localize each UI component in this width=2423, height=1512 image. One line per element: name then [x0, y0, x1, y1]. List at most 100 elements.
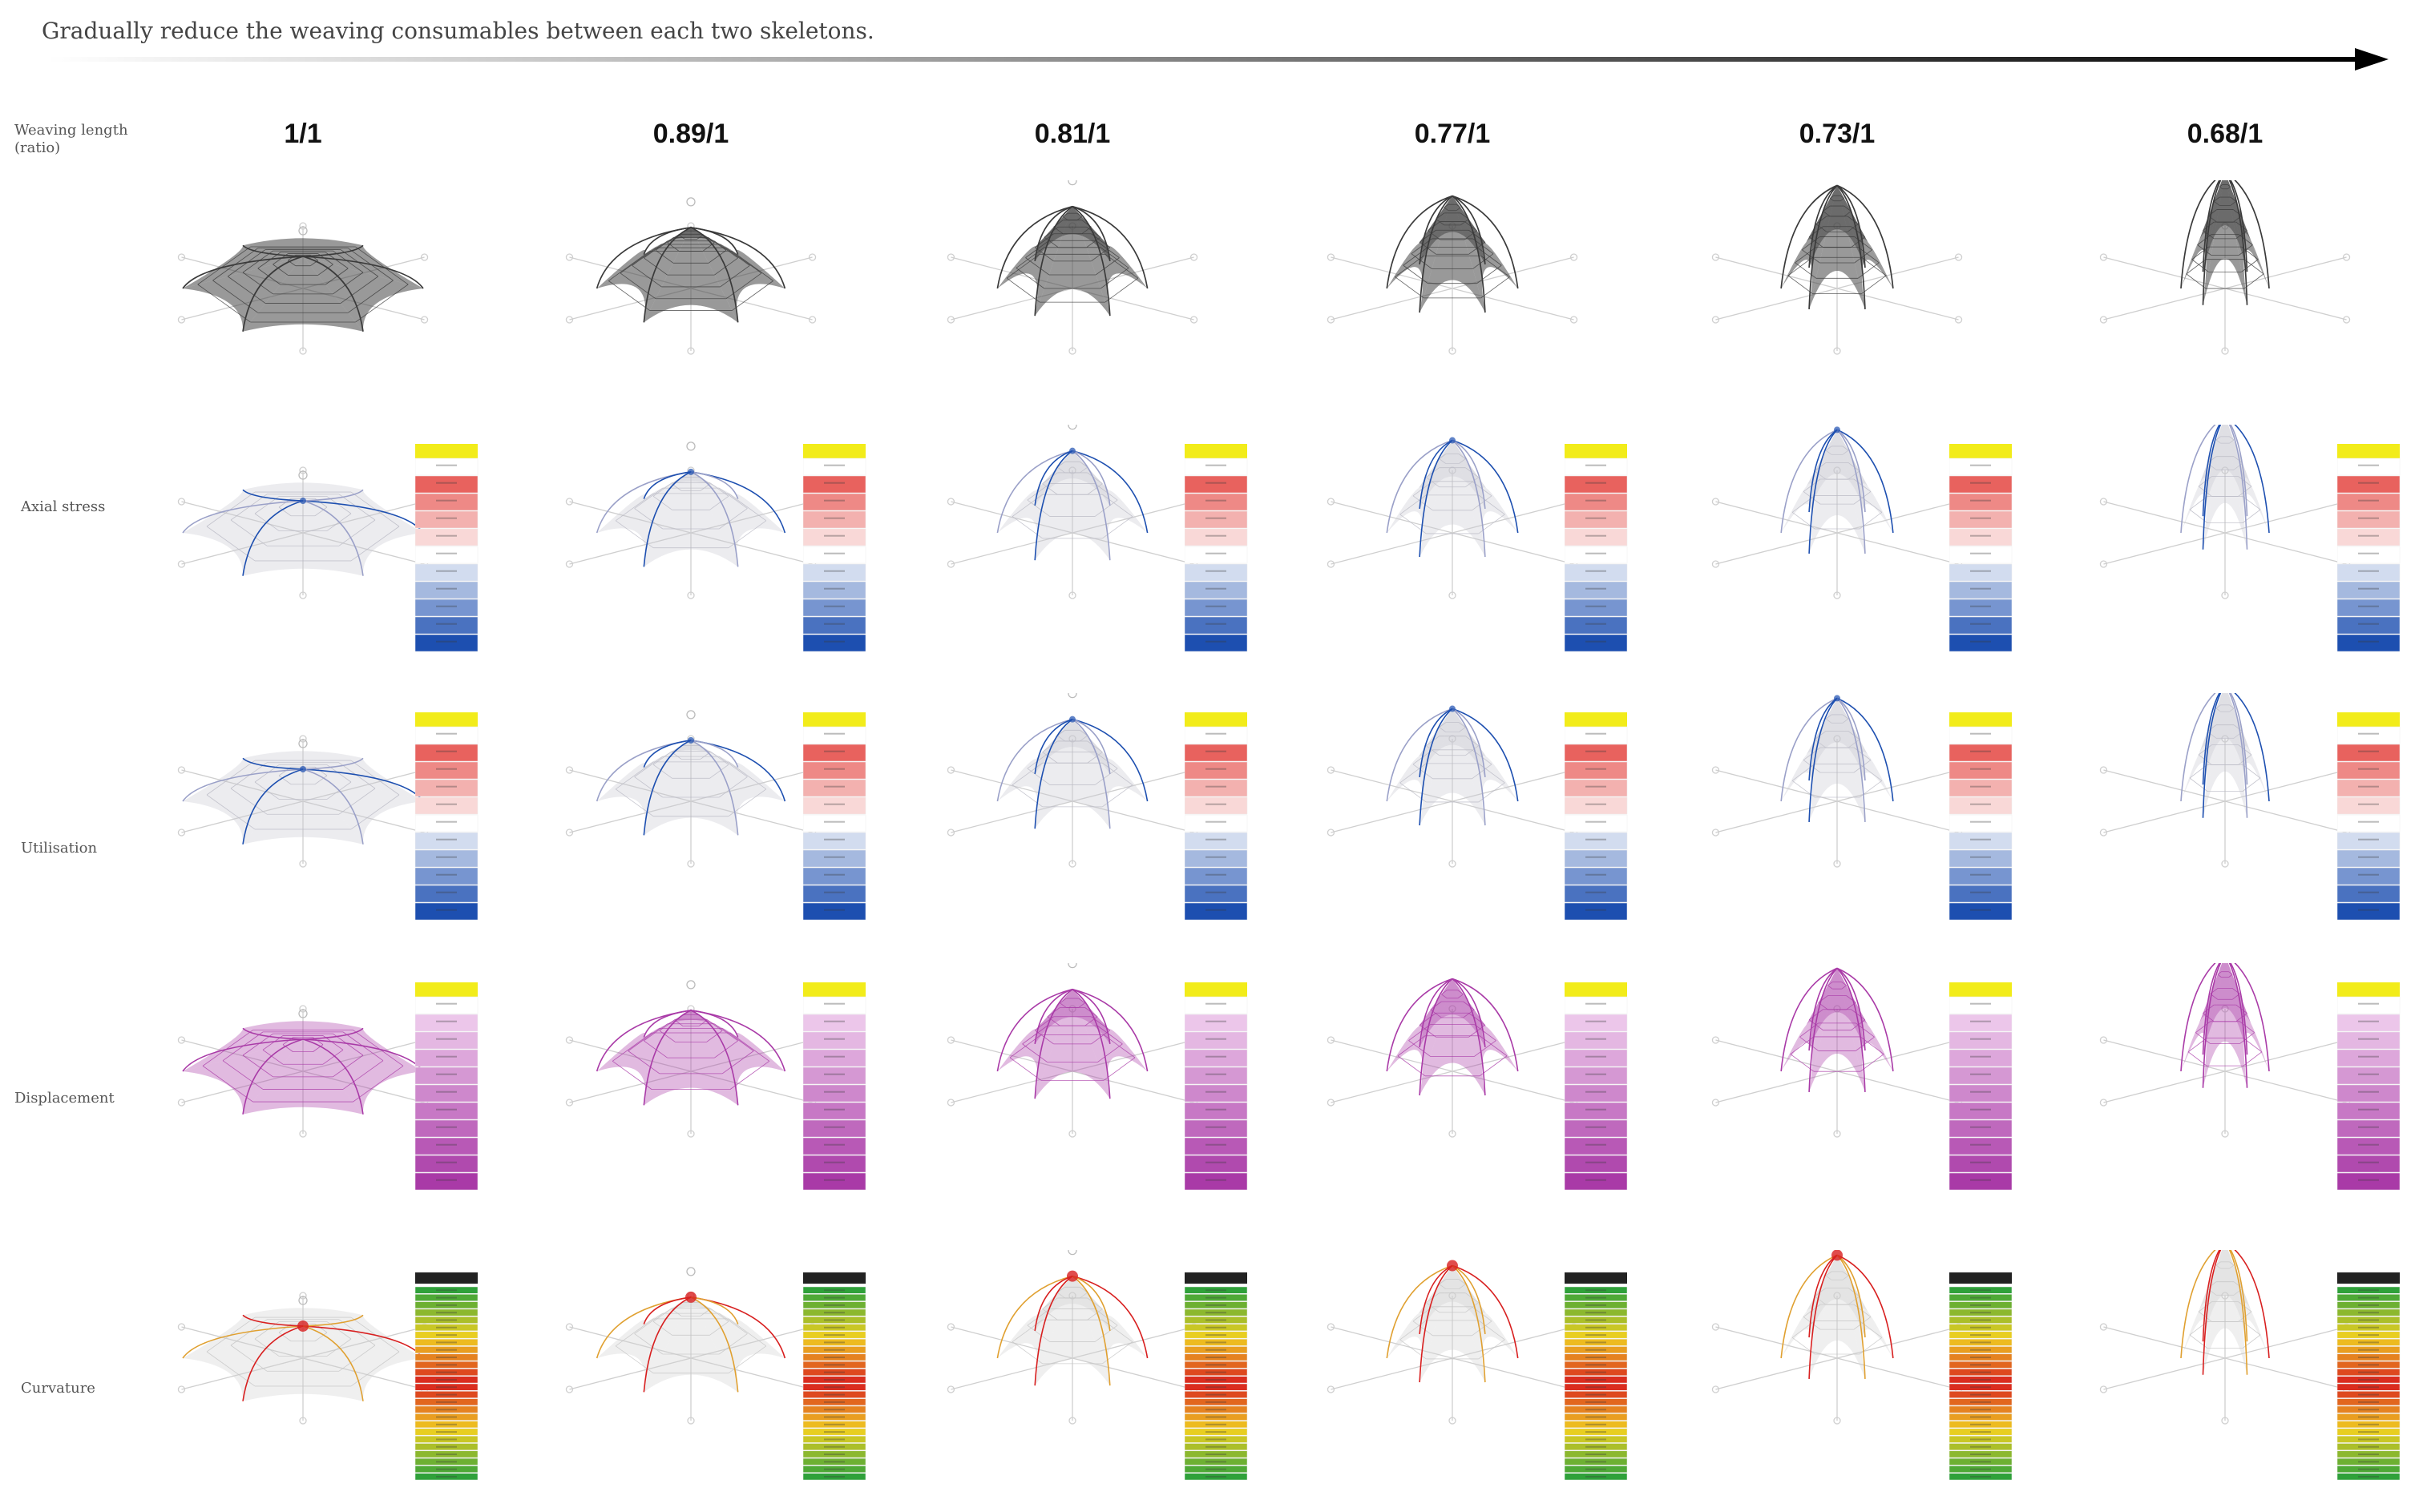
util-shape-2 — [947, 693, 1198, 868]
axial-shape-2 — [947, 425, 1198, 599]
axial-legend-1 — [803, 444, 867, 660]
disp-legend-scale-3 — [1565, 982, 1628, 1191]
util-legend-1 — [803, 712, 867, 929]
curv-legend-2 — [1185, 1272, 1249, 1489]
curv-model-0 — [143, 1250, 463, 1458]
form-shape-5 — [2099, 180, 2351, 355]
curv-legend-5 — [2337, 1272, 2401, 1489]
column-ratio-1: 0.89/1 — [652, 119, 729, 149]
axial-model-3 — [1292, 425, 1613, 633]
util-legend-scale-4 — [1949, 712, 2013, 921]
util-legend-scale-5 — [2337, 712, 2401, 921]
curv-shape-1 — [565, 1267, 817, 1425]
curv-legend-scale-1 — [803, 1272, 866, 1481]
header-caption: Gradually reduce the weaving consumables… — [42, 18, 874, 44]
util-legend-4 — [1949, 712, 2013, 929]
form-shape-4 — [1711, 184, 1963, 355]
disp-model-3 — [1292, 963, 1613, 1171]
util-legend-scale-1 — [803, 712, 866, 921]
axial-legend-scale-3 — [1565, 444, 1628, 652]
util-legend-3 — [1565, 712, 1629, 929]
util-model-3 — [1292, 693, 1613, 901]
disp-legend-scale-1 — [803, 982, 866, 1191]
curv-model-2 — [912, 1250, 1233, 1458]
form-model-5 — [2065, 180, 2385, 389]
column-ratio-5: 0.68/1 — [2187, 119, 2263, 149]
disp-legend-scale-5 — [2337, 982, 2401, 1191]
disp-shape-1 — [565, 980, 817, 1138]
form-model-4 — [1677, 180, 1997, 389]
util-model-0 — [143, 693, 463, 901]
disp-legend-2 — [1185, 982, 1249, 1199]
util-shape-5 — [2099, 693, 2351, 868]
form-model-3 — [1292, 180, 1613, 389]
form-model-2 — [912, 180, 1233, 389]
util-legend-scale-2 — [1185, 712, 1248, 921]
curv-model-4 — [1677, 1250, 1997, 1458]
curv-legend-0 — [415, 1272, 479, 1489]
curv-shape-3 — [1327, 1260, 1578, 1425]
row-label-displacement: Displacement — [14, 1090, 115, 1107]
disp-model-4 — [1677, 963, 1997, 1171]
disp-legend-scale-4 — [1949, 982, 2013, 1191]
disp-shape-5 — [2099, 963, 2351, 1138]
disp-model-2 — [912, 963, 1233, 1171]
curv-shape-5 — [2099, 1250, 2351, 1425]
curv-shape-2 — [947, 1250, 1198, 1425]
disp-model-0 — [143, 963, 463, 1171]
util-model-4 — [1677, 693, 1997, 901]
form-shape-0 — [177, 222, 429, 355]
disp-shape-0 — [177, 1005, 429, 1138]
curv-model-5 — [2065, 1250, 2385, 1458]
axial-model-4 — [1677, 425, 1997, 633]
curv-legend-scale-0 — [415, 1272, 479, 1481]
row-label-weaving-length: Weaving length (ratio) — [14, 122, 128, 157]
util-shape-0 — [177, 735, 429, 868]
axial-legend-scale-1 — [803, 444, 866, 652]
curv-legend-scale-4 — [1949, 1272, 2013, 1481]
curv-legend-scale-3 — [1565, 1272, 1628, 1481]
axial-legend-scale-4 — [1949, 444, 2013, 652]
util-legend-2 — [1185, 712, 1249, 929]
curv-model-3 — [1292, 1250, 1613, 1458]
axial-legend-3 — [1565, 444, 1629, 660]
axial-model-0 — [143, 425, 463, 633]
ratio-label: (ratio) — [14, 139, 61, 156]
axial-shape-0 — [177, 466, 429, 599]
column-ratio-0: 1/1 — [284, 119, 322, 149]
curv-model-1 — [531, 1250, 851, 1458]
util-shape-3 — [1327, 705, 1578, 868]
util-model-5 — [2065, 693, 2385, 901]
curv-shape-4 — [1711, 1250, 1963, 1425]
column-ratio-2: 0.81/1 — [1034, 119, 1111, 149]
disp-legend-0 — [415, 982, 479, 1199]
curv-legend-scale-5 — [2337, 1272, 2401, 1481]
axial-shape-4 — [1711, 426, 1963, 599]
disp-legend-scale-2 — [1185, 982, 1248, 1191]
axial-model-5 — [2065, 425, 2385, 633]
form-model-0 — [143, 180, 463, 389]
axial-legend-0 — [415, 444, 479, 660]
disp-model-1 — [531, 963, 851, 1171]
axial-model-2 — [912, 425, 1233, 633]
curv-legend-4 — [1949, 1272, 2013, 1489]
form-shape-1 — [565, 197, 817, 355]
disp-legend-3 — [1565, 982, 1629, 1199]
disp-shape-3 — [1327, 978, 1578, 1138]
util-legend-scale-0 — [415, 712, 479, 921]
util-shape-1 — [565, 710, 817, 868]
form-model-1 — [531, 180, 851, 389]
util-legend-0 — [415, 712, 479, 929]
weaving-length-label: Weaving length — [14, 122, 128, 139]
disp-shape-4 — [1711, 967, 1963, 1138]
row-label-axial-stress: Axial stress — [21, 498, 106, 515]
curv-legend-3 — [1565, 1272, 1629, 1489]
curv-legend-1 — [803, 1272, 867, 1489]
progression-arrow — [48, 48, 2389, 71]
disp-model-5 — [2065, 963, 2385, 1171]
axial-shape-5 — [2099, 425, 2351, 599]
form-shape-2 — [947, 180, 1198, 355]
disp-legend-1 — [803, 982, 867, 1199]
curv-shape-0 — [177, 1292, 429, 1425]
axial-legend-4 — [1949, 444, 2013, 660]
